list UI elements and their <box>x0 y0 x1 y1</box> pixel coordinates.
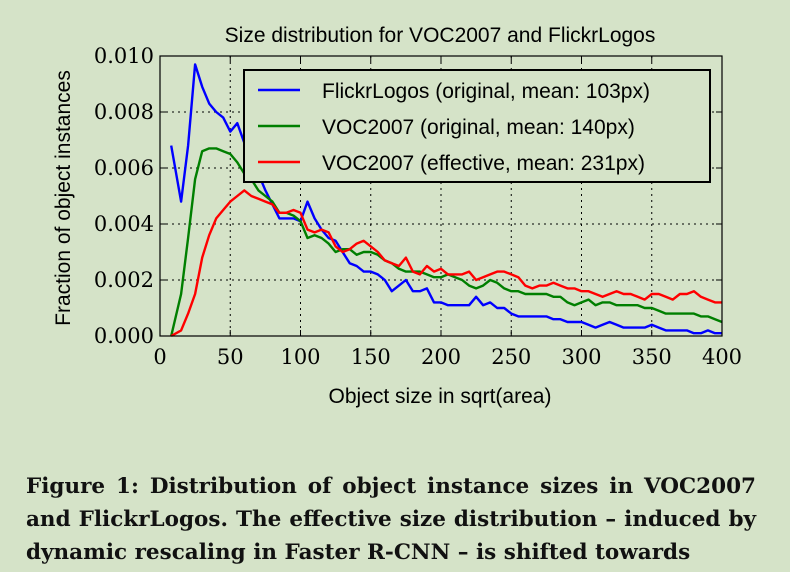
chart-title: Size distribution for VOC2007 and Flickr… <box>225 24 656 47</box>
x-tick-label: 250 <box>491 345 531 369</box>
x-axis-label: Object size in sqrt(area) <box>329 385 552 408</box>
y-tick-label: 0.004 <box>94 212 154 236</box>
x-tick-label: 150 <box>351 345 391 369</box>
x-tick-label: 300 <box>561 345 601 369</box>
legend-box <box>243 69 711 183</box>
legend-label-3: VOC2007 (effective, mean: 231px) <box>322 152 645 175</box>
x-tick-label: 350 <box>632 345 672 369</box>
figure-caption: Figure 1: Distribution of object instanc… <box>26 474 756 565</box>
legend: FlickrLogos (original, mean: 103px) VOC20… <box>243 69 711 183</box>
ticks: 0 50 100 150 200 250 300 350 400 0.000 0.002 0.004 0… <box>94 44 742 369</box>
x-tick-label: 50 <box>217 345 244 369</box>
x-tick-label: 100 <box>280 345 320 369</box>
legend-label-1: FlickrLogos (original, mean: 103px) <box>322 80 650 103</box>
series-line-1 <box>170 63 722 335</box>
chart: 0 50 100 150 200 250 300 350 400 0.000 0.002 0.004 0… <box>52 24 742 408</box>
series-layer <box>170 63 723 338</box>
x-tick-label: 0 <box>153 345 166 369</box>
y-tick-label: 0.000 <box>94 324 154 348</box>
x-tick-label: 400 <box>702 345 742 369</box>
y-tick-label: 0.006 <box>94 156 154 180</box>
x-tick-label: 200 <box>421 345 461 369</box>
y-tick-label: 0.010 <box>94 44 154 68</box>
legend-label-2: VOC2007 (original, mean: 140px) <box>322 116 635 139</box>
y-tick-label: 0.008 <box>94 100 154 124</box>
y-tick-label: 0.002 <box>94 268 154 292</box>
y-axis-label: Fraction of object instances <box>52 70 75 326</box>
series-line-3 <box>170 189 722 338</box>
